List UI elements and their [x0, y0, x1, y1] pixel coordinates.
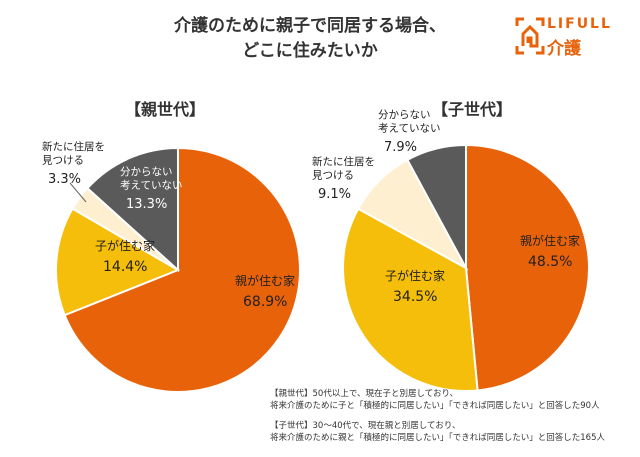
pie-1-slice-3 [406, 143, 467, 269]
pie-0-slice-0-value: 68.9% [243, 294, 287, 310]
note-parent-line-2: 将来介護のために子と「積極的に同居したい」「できれば同居したい」と回答した90人 [270, 401, 600, 411]
pie-0-slice-3 [86, 146, 179, 273]
pie-1-slice-2-label-1: 見つける [312, 170, 354, 182]
note-child: 【子世代】30～40代で、現在親と別居しており、 将来介護のために親と「積極的に… [270, 420, 605, 444]
pie-0-slice-1-label-0: 子が住む家 [95, 238, 155, 253]
note-parent-line-1: 【親世代】50代以上で、現在子と別居しており、 [270, 389, 459, 399]
pie-1-slice-0-label-0: 親が住む家 [520, 233, 580, 248]
logo-text-2: 介護 [547, 39, 581, 59]
pie-1-slice-1-value: 34.5% [393, 289, 437, 305]
pie-1-slice-3-value: 7.9% [384, 140, 417, 155]
lifull-logo: LIFULL 介護 [515, 16, 635, 59]
pie-0-slice-1-value: 14.4% [103, 259, 147, 275]
pie-0-slice-1 [55, 207, 181, 317]
note-parent: 【親世代】50代以上で、現在子と別居しており、 将来介護のために子と「積極的に同… [270, 388, 600, 412]
pie-0-slice-0-label-0: 親が住む家 [235, 273, 295, 288]
pie-title-parent: 【親世代】 [125, 100, 206, 119]
pie-title-child: 【子世代】 [432, 100, 513, 119]
logo-text: LIFULL [547, 16, 612, 32]
pie-1-slice-0-value: 48.5% [528, 254, 572, 270]
pie-1-slice-2-value: 9.1% [318, 187, 351, 202]
pie-0-slice-2-label-0: 新たに住居を [42, 140, 105, 153]
chart-title: 介護のために親子で同居する場合、 どこに住みたいか [150, 14, 470, 64]
pie-1-slice-0 [465, 143, 590, 392]
pie-0-slice-2-label-1: 見つける [42, 155, 84, 167]
note-child-line-1: 【子世代】30～40代で、現在親と別居しており、 [270, 421, 461, 431]
pie-0-slice-3-label-0: 分からない [120, 166, 173, 178]
pie-1-slice-3-label-0: 分からない [378, 109, 431, 121]
pie-0-slice-3-value: 13.3% [126, 197, 167, 212]
house-icon [515, 17, 545, 55]
pie-0-slice-2-value: 3.3% [48, 172, 81, 187]
pie-0-slice-3-label-1: 考えていない [120, 180, 182, 192]
pie-0-leader-line [69, 182, 87, 203]
pie-1-slice-3-label-1: 考えていない [378, 123, 440, 135]
note-child-line-2: 将来介護のために親と「積極的に同居したい」「できれば同居したい」と回答した165… [270, 433, 605, 443]
title-line-2: どこに住みたいか [242, 41, 378, 61]
pie-1-slice-1 [342, 207, 479, 392]
pie-0-slice-0 [63, 146, 301, 393]
pie-1-slice-1-label-0: 子が住む家 [385, 268, 445, 283]
title-line-1: 介護のために親子で同居する場合、 [174, 16, 446, 36]
pie-1-slice-2-label-0: 新たに住居を [312, 155, 375, 168]
